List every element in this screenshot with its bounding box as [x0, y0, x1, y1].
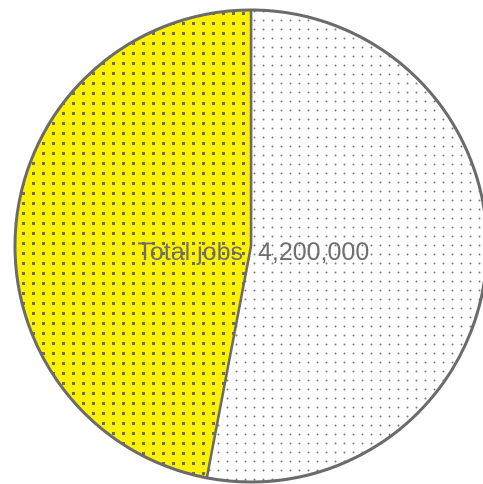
pie-slices: [13, 8, 483, 484]
center-label: Total jobs: [137, 238, 243, 266]
pie-outline: [13, 8, 483, 484]
center-value: 4,200,000: [258, 238, 369, 266]
